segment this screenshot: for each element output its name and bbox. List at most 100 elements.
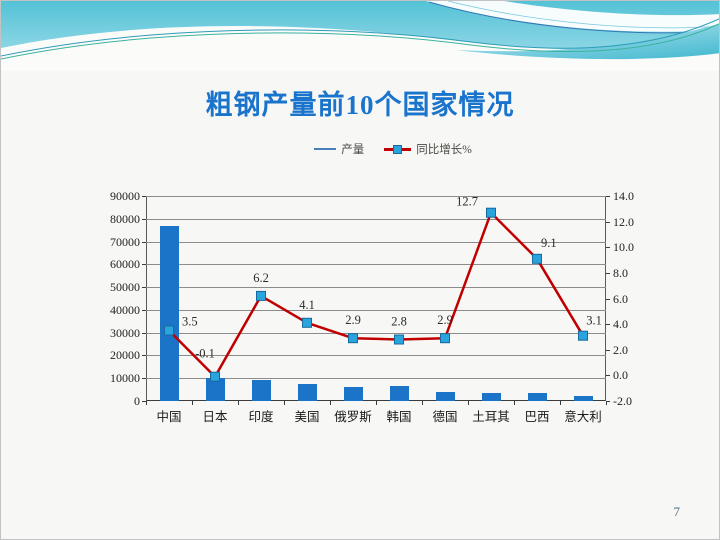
right-axis-tick-label: 4.0 bbox=[613, 317, 628, 332]
growth-line bbox=[168, 211, 585, 378]
legend-item-production: 产量 bbox=[314, 141, 364, 157]
growth-marker bbox=[210, 371, 220, 382]
production-line-swatch-icon bbox=[314, 148, 337, 150]
right-axis-tick bbox=[606, 196, 610, 197]
growth-marker bbox=[256, 290, 266, 301]
gridline bbox=[146, 309, 606, 311]
legend-label-production: 产量 bbox=[341, 144, 365, 156]
growth-data-label: 2.9 bbox=[345, 313, 361, 327]
left-axis-tick bbox=[142, 355, 146, 357]
left-axis-tick bbox=[142, 309, 146, 311]
gridline bbox=[146, 196, 606, 197]
growth-data-label: 9.1 bbox=[541, 236, 557, 250]
left-axis-tick-label: 10000 bbox=[110, 371, 140, 386]
banner-white-top-band bbox=[426, 1, 719, 32]
right-axis-tick bbox=[606, 298, 610, 300]
right-axis-tick bbox=[606, 221, 610, 223]
x-axis-category-label: 巴西 bbox=[524, 410, 550, 424]
left-axis-tick-label: 60000 bbox=[110, 257, 140, 272]
left-axis-tick bbox=[142, 332, 146, 334]
right-axis-tick bbox=[606, 272, 610, 274]
bar-土耳其 bbox=[481, 392, 501, 401]
growth-marker bbox=[302, 317, 312, 328]
gridline bbox=[146, 241, 606, 243]
growth-marker bbox=[348, 333, 358, 344]
growth-marker-icon bbox=[393, 144, 403, 154]
bar-韩国 bbox=[389, 385, 409, 401]
left-axis-tick-label: 50000 bbox=[110, 280, 140, 295]
x-axis-tick bbox=[514, 401, 515, 405]
banner-white-wave bbox=[1, 26, 719, 71]
growth-marker bbox=[578, 330, 588, 341]
right-axis-tick-label: 14.0 bbox=[613, 189, 634, 203]
banner-lightblue-curve bbox=[447, 1, 719, 29]
page-number: 7 bbox=[673, 504, 681, 519]
x-axis-tick bbox=[468, 401, 469, 405]
banner-aqua-crescent bbox=[456, 23, 719, 60]
left-axis-tick bbox=[142, 241, 146, 243]
growth-marker bbox=[164, 325, 174, 336]
right-axis-tick bbox=[606, 324, 610, 326]
x-axis-tick bbox=[376, 401, 377, 405]
bar-日本 bbox=[205, 378, 225, 401]
x-axis-category-label: 韩国 bbox=[386, 410, 412, 424]
gridline bbox=[146, 332, 606, 334]
right-axis-tick bbox=[606, 375, 610, 377]
x-axis-tick bbox=[192, 401, 193, 405]
chart-legend: 产量 同比增长% bbox=[34, 141, 719, 157]
x-axis-tick bbox=[606, 401, 607, 405]
growth-data-label: 6.2 bbox=[253, 271, 269, 285]
x-axis-tick bbox=[146, 401, 147, 405]
left-axis-tick-label: 0 bbox=[134, 394, 140, 408]
right-axis-tick bbox=[606, 349, 610, 351]
banner-swoosh-graphic bbox=[1, 1, 719, 71]
legend-label-growth: 同比增长% bbox=[416, 144, 472, 156]
gridline bbox=[146, 355, 606, 357]
slide-title: 粗钢产量前10个国家情况 bbox=[205, 90, 515, 120]
x-axis-category-label: 土耳其 bbox=[472, 410, 510, 424]
growth-data-label: -0.1 bbox=[195, 347, 215, 361]
left-axis-tick bbox=[142, 401, 146, 402]
gridline bbox=[146, 287, 606, 289]
right-axis-tick bbox=[606, 247, 610, 249]
left-axis-tick bbox=[142, 196, 146, 197]
left-axis-tick-label: 30000 bbox=[110, 325, 140, 340]
x-axis-category-label: 中国 bbox=[156, 410, 182, 424]
x-axis-category-label: 德国 bbox=[432, 410, 458, 424]
right-axis-tick-label: 12.0 bbox=[613, 214, 634, 229]
banner-teal-curve-1 bbox=[1, 18, 719, 57]
x-axis-category-label: 意大利 bbox=[564, 410, 602, 424]
growth-data-label: 4.1 bbox=[299, 298, 315, 312]
left-axis-tick bbox=[142, 264, 146, 266]
left-axis-tick bbox=[142, 378, 146, 380]
banner-teal-curve-2 bbox=[1, 23, 719, 60]
growth-marker bbox=[486, 207, 496, 218]
growth-data-label: 3.5 bbox=[182, 315, 198, 329]
left-axis-tick-label: 70000 bbox=[110, 234, 140, 249]
bar-印度 bbox=[251, 380, 271, 401]
right-axis-tick-label: 8.0 bbox=[613, 265, 628, 280]
gridline bbox=[146, 264, 606, 266]
gridline bbox=[146, 378, 606, 380]
growth-line-series: 3.5 -0.1 6.2 4.1 2.9 2.8 2.9 12.7 9.1 3.1 bbox=[164, 195, 602, 382]
left-axis-tick-label: 90000 bbox=[110, 189, 140, 203]
left-axis-tick bbox=[142, 218, 146, 220]
growth-data-label: 2.8 bbox=[391, 315, 407, 329]
right-axis-tick-label: 0.0 bbox=[613, 368, 628, 383]
x-axis-tick bbox=[560, 401, 561, 405]
x-axis-category-label: 日本 bbox=[202, 410, 228, 424]
legend-item-growth: 同比增长% bbox=[384, 141, 472, 157]
growth-marker bbox=[440, 333, 450, 344]
gridline bbox=[146, 218, 606, 220]
x-axis-category-label: 印度 bbox=[248, 410, 274, 424]
bar-德国 bbox=[435, 391, 455, 401]
left-axis-tick-label: 80000 bbox=[110, 211, 140, 226]
left-axis-tick-label: 20000 bbox=[110, 348, 140, 363]
right-axis-tick-label: -2.0 bbox=[613, 394, 632, 408]
growth-data-label: 2.9 bbox=[437, 313, 453, 327]
left-axis-tick bbox=[142, 287, 146, 289]
x-axis-tick bbox=[330, 401, 331, 405]
right-axis-tick-label: 2.0 bbox=[613, 342, 628, 357]
growth-marker bbox=[532, 253, 542, 264]
right-axis-tick-label: 6.0 bbox=[613, 291, 628, 306]
